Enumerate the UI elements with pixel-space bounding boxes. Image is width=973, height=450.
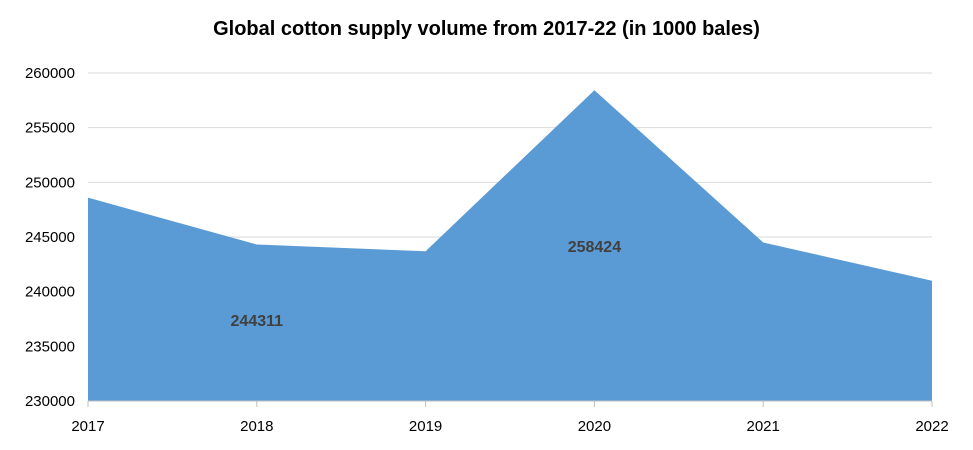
y-tick-label: 235000 bbox=[25, 338, 75, 355]
y-tick-label: 245000 bbox=[25, 229, 75, 246]
chart-title: Global cotton supply volume from 2017-22… bbox=[213, 18, 760, 40]
y-tick-label: 230000 bbox=[25, 393, 75, 410]
x-tick-label: 2021 bbox=[747, 418, 780, 435]
axes: 230000 235000 240000 245000 250000 255000 2600… bbox=[25, 65, 949, 435]
x-tick-label: 2019 bbox=[409, 418, 442, 435]
y-tick-label: 260000 bbox=[25, 65, 75, 82]
area-series-fill bbox=[88, 90, 932, 402]
x-tick-label: 2020 bbox=[578, 418, 611, 435]
x-tick-label: 2017 bbox=[71, 418, 104, 435]
y-tick-label: 250000 bbox=[25, 174, 75, 191]
area-series bbox=[88, 90, 932, 402]
data-label: 258424 bbox=[568, 239, 621, 256]
data-label: 244311 bbox=[231, 313, 284, 330]
y-tick-label: 255000 bbox=[25, 120, 75, 137]
x-tick-label: 2018 bbox=[240, 418, 273, 435]
data-labels: 244311 258424 bbox=[231, 239, 622, 330]
x-tick-label: 2022 bbox=[915, 418, 948, 435]
y-tick-label: 240000 bbox=[25, 284, 75, 301]
